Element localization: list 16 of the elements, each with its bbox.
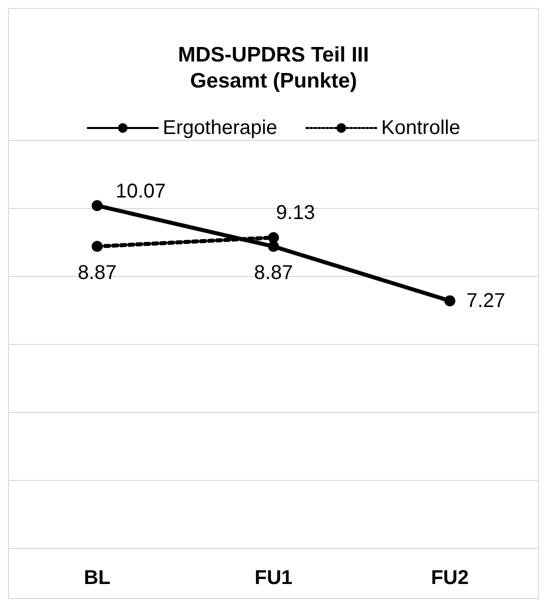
legend-label: Kontrolle — [381, 117, 460, 139]
point — [92, 200, 103, 212]
point — [92, 240, 103, 252]
data-label: 10.07 — [116, 180, 166, 203]
point — [444, 295, 456, 306]
data-label: 8.87 — [254, 262, 293, 284]
x-tick-label: FU1 — [254, 567, 292, 589]
x-tick-label: BL — [84, 567, 111, 589]
chart-title: MDS-UPDRS Teil III Gesamt (Punkte) — [178, 44, 369, 92]
data-label: 8.87 — [78, 262, 117, 284]
point — [268, 232, 279, 244]
legend-label: Ergotherapie — [162, 117, 278, 139]
data-label: 9.13 — [276, 202, 315, 224]
x-tick-label: FU2 — [430, 567, 469, 589]
data-label: 7.27 — [466, 290, 506, 312]
point — [268, 240, 279, 252]
